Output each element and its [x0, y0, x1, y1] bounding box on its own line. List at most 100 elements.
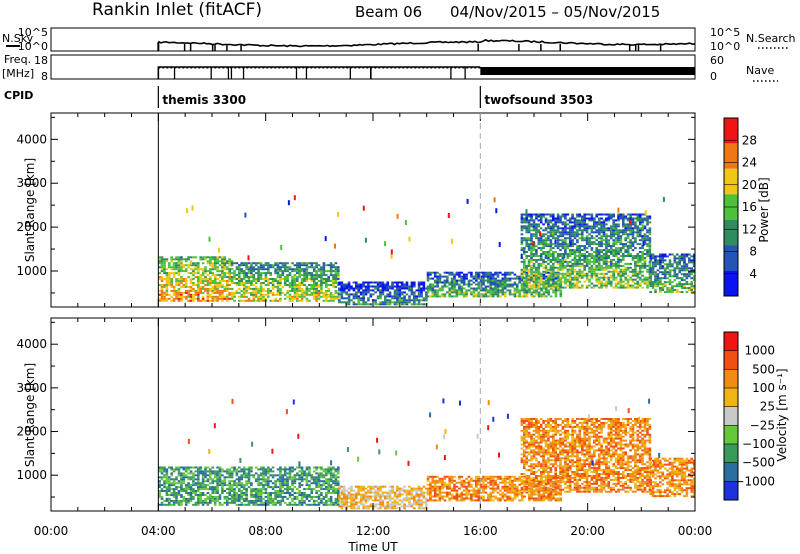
echo-cell [221, 468, 224, 471]
echo-cell [209, 256, 212, 259]
echo-cell [288, 466, 292, 469]
echo-cell [267, 495, 270, 498]
echo-cell [315, 266, 318, 269]
echo-cell [629, 225, 632, 228]
echo-cell [661, 265, 665, 268]
echo-cell [602, 260, 606, 263]
echo-cell [189, 499, 193, 502]
echo-cell [216, 490, 219, 492]
echo-cell [288, 486, 292, 489]
echo-cell [429, 287, 432, 290]
echo-cell [556, 286, 560, 289]
echo-cell [269, 282, 272, 284]
echo-cell [315, 282, 318, 284]
echo-cell [465, 277, 468, 280]
echo-cell [455, 273, 459, 276]
echo-cell [342, 493, 346, 496]
echo-cell [535, 225, 538, 228]
echo-cell [168, 484, 171, 487]
echo-cell [317, 480, 321, 483]
echo-cell [327, 499, 330, 502]
echo-cell [337, 295, 340, 298]
echo-cell [209, 293, 212, 296]
echo-cell [542, 239, 545, 242]
echo-cell [636, 233, 640, 236]
echo-cell [199, 501, 202, 504]
echo-cell [654, 289, 657, 291]
echo-cell [576, 258, 579, 261]
echo-cell [654, 259, 657, 262]
echo-cell [436, 283, 439, 286]
echo-cell [226, 499, 229, 502]
echo-cell [345, 287, 348, 290]
echo-cell [525, 243, 528, 246]
echo-cell [334, 274, 338, 277]
echo-cell [602, 266, 606, 269]
echo-cell [163, 476, 166, 479]
echo-cell [267, 284, 270, 286]
echo-cell [352, 499, 356, 502]
echo-cell [247, 486, 251, 489]
echo-cell [651, 255, 655, 258]
echo-cell [308, 284, 311, 286]
echo-cell [631, 274, 635, 277]
echo-cell [340, 301, 344, 304]
echo-cell [218, 482, 222, 485]
echo-cell [325, 499, 328, 502]
echo-cell [393, 301, 397, 304]
echo-cell [218, 480, 222, 483]
echo-cell [325, 297, 328, 300]
echo-cell [581, 272, 584, 275]
echo-cell [634, 257, 637, 259]
echo-cell [520, 217, 524, 220]
echo-cell [286, 490, 289, 492]
echo-cell [182, 480, 186, 483]
echo-cell [396, 281, 399, 284]
echo-cell [230, 264, 234, 267]
echo-cell [448, 289, 451, 292]
echo-cell-scattered [280, 245, 283, 250]
echo-cell-scattered [218, 247, 221, 253]
echo-cell [216, 470, 219, 473]
echo-cell [673, 285, 677, 288]
echo-cell [581, 270, 584, 273]
echo-cell [235, 274, 239, 277]
echo-cell [300, 297, 304, 300]
echo-cell [552, 284, 555, 287]
echo-cell [160, 262, 164, 265]
echo-cell [568, 239, 572, 242]
echo-cell [279, 501, 282, 504]
echo-cell [638, 221, 642, 224]
echo-cell [189, 280, 193, 282]
echo-cell [585, 276, 589, 279]
echo-cell [223, 285, 227, 288]
echo-cell [325, 478, 328, 481]
echo-cell [355, 491, 358, 494]
echo-cell [184, 264, 188, 267]
echo-cell [317, 484, 321, 487]
echo-cell [408, 301, 411, 304]
echo-cell [656, 283, 660, 286]
echo-cell [201, 484, 205, 487]
echo-cell [559, 266, 562, 269]
echo-cell [242, 486, 246, 489]
echo-cell [400, 285, 404, 288]
echo-cell [556, 282, 560, 285]
echo-cell [213, 492, 217, 494]
echo-cell [213, 278, 217, 280]
echo-cell [556, 213, 560, 216]
echo-cell [267, 287, 270, 290]
echo-cell [257, 280, 260, 282]
echo-cell-scattered [498, 242, 501, 247]
echo-cell-scattered [334, 243, 336, 249]
echo-cell [211, 295, 215, 298]
echo-cell [332, 503, 335, 506]
echo-cell [369, 295, 373, 298]
echo-cell [211, 297, 215, 300]
echo-cell [213, 486, 217, 489]
echo-cell [254, 285, 258, 288]
echo-cell [547, 237, 550, 240]
echo-cell [413, 285, 416, 288]
echo-cell [206, 495, 210, 498]
echo-cell [489, 289, 493, 292]
